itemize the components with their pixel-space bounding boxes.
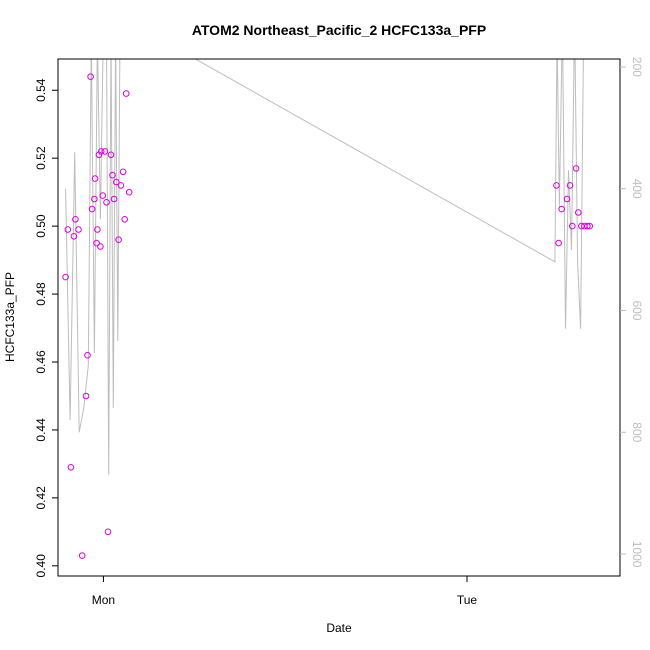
data-point: [575, 209, 582, 216]
data-point: [584, 222, 591, 230]
y2-tick-label: 200: [630, 57, 644, 77]
x-tick-label: Mon: [92, 593, 115, 607]
data-point: [84, 351, 91, 359]
data-point: [97, 148, 105, 155]
data-point: [558, 205, 566, 213]
data-point: [113, 178, 120, 186]
y-tick-label: 0.42: [34, 486, 48, 510]
data-point: [64, 226, 72, 233]
y2-tick-label: 400: [630, 179, 644, 199]
data-point: [553, 182, 560, 189]
data-point: [101, 148, 109, 155]
data-point: [91, 195, 98, 203]
chart-title: ATOM2 Northeast_Pacific_2 HCFC133a_PFP: [192, 22, 486, 38]
y2-tick-label: 1000: [630, 541, 644, 568]
y-tick-label: 0.46: [34, 350, 48, 374]
y-tick-label: 0.54: [34, 78, 48, 102]
data-point: [91, 175, 99, 182]
data-point: [125, 188, 133, 196]
data-point: [78, 552, 86, 559]
y-tick-label: 0.50: [34, 214, 48, 238]
x-axis-label: Date: [326, 621, 352, 635]
data-point: [569, 222, 576, 230]
data-point: [121, 216, 128, 223]
data-point: [566, 182, 574, 189]
data-point: [67, 464, 75, 471]
data-point: [110, 195, 118, 203]
data-point: [75, 226, 82, 233]
data-point: [62, 273, 69, 281]
data-point: [87, 73, 94, 80]
y-tick-label: 0.44: [34, 418, 48, 442]
y-tick-label: 0.52: [34, 146, 48, 170]
data-point: [563, 195, 571, 203]
x-tick-label: Tue: [457, 593, 478, 607]
data-point: [586, 222, 594, 230]
data-point: [72, 216, 79, 223]
data-point: [103, 199, 110, 206]
series-line: [65, 59, 584, 475]
plot-border: [57, 58, 621, 577]
data-point: [107, 151, 115, 159]
data-point: [82, 392, 90, 400]
data-point: [555, 239, 562, 247]
y2-tick-label: 600: [630, 300, 644, 320]
data-point: [115, 236, 122, 243]
data-point: [97, 243, 104, 250]
data-point: [99, 192, 106, 199]
data-point: [572, 165, 580, 172]
data-point: [93, 239, 100, 247]
data-point: [104, 528, 112, 536]
data-point: [109, 171, 116, 179]
data-point: [117, 182, 125, 189]
data-point: [70, 233, 78, 240]
data-point: [119, 168, 127, 176]
y-tick-label: 0.40: [34, 554, 48, 578]
data-point: [94, 226, 101, 233]
y-axis-label: HCFC133a_PFP: [3, 272, 17, 362]
y2-tick-label: 800: [630, 422, 644, 442]
data-point: [122, 90, 130, 97]
data-point: [88, 205, 96, 213]
y-tick-label: 0.48: [34, 282, 48, 306]
plot-area: 0.40 0.42 0.44 0.46 0.48 0.50 0.52 0.54 200 400 60…: [34, 57, 644, 607]
